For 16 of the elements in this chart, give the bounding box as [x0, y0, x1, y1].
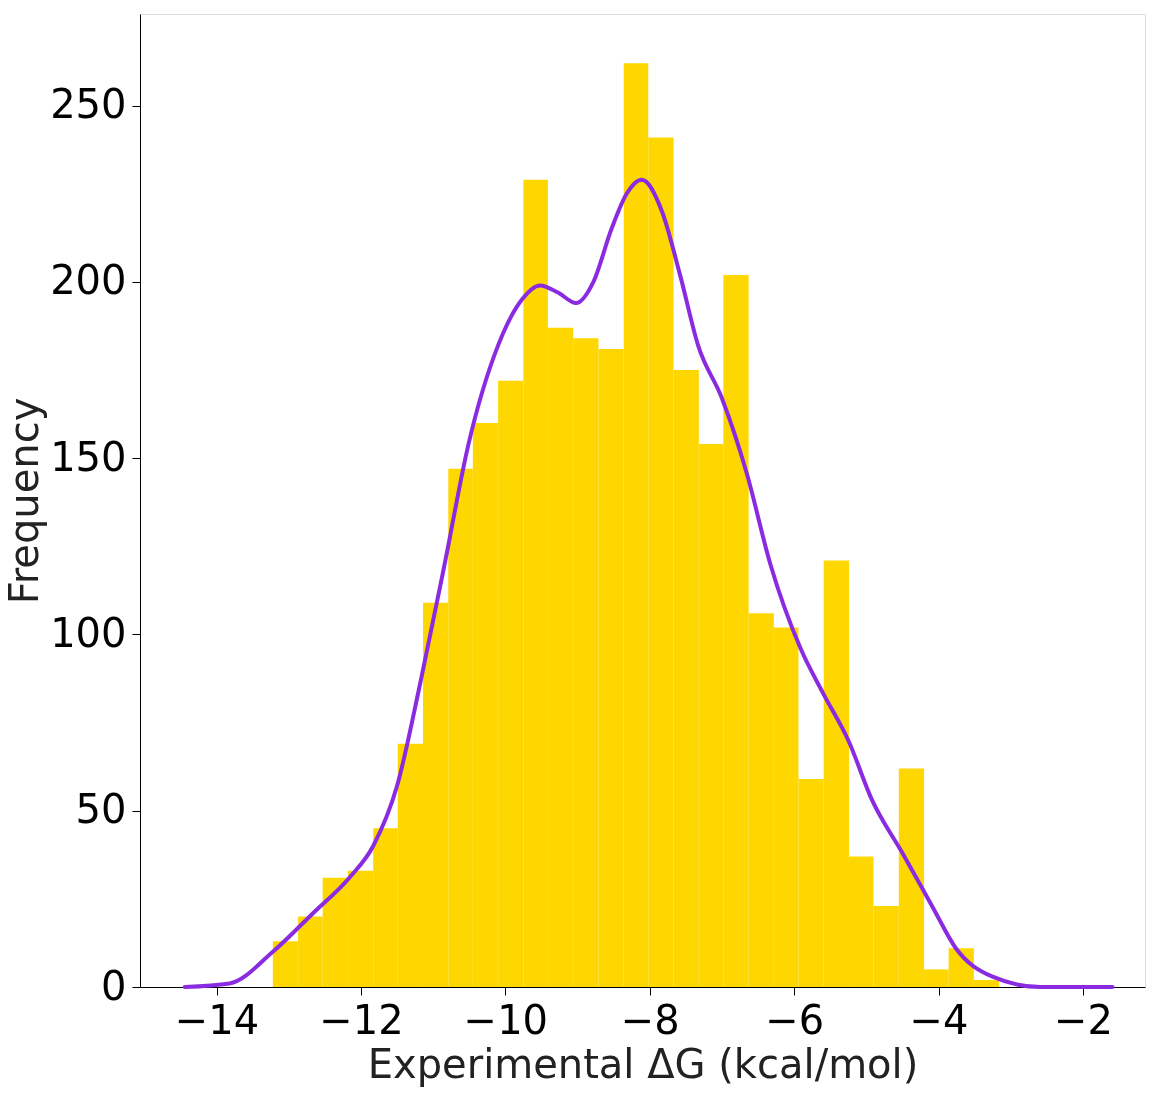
x-axis-title: Experimental ΔG (kcal/mol)	[367, 1040, 919, 1087]
x-tick-label: −8	[620, 996, 680, 1043]
y-tick-label: 50	[75, 786, 127, 833]
x-tick-label: −6	[765, 996, 825, 1043]
x-tick-label: −14	[174, 996, 260, 1043]
y-tick-label: 100	[50, 609, 127, 656]
x-tick-label: −10	[463, 996, 549, 1043]
x-tick-label: −12	[319, 996, 404, 1043]
y-tick-label: 200	[50, 257, 127, 304]
x-tick-label: −2	[1053, 996, 1113, 1043]
line-series	[182, 177, 1115, 989]
y-tick-label: 250	[50, 81, 127, 128]
y-axis-title: Frequency	[1, 397, 48, 605]
x-tick-label: −4	[909, 996, 969, 1043]
y-tick-label: 150	[50, 433, 127, 480]
y-tick-label: 0	[101, 962, 127, 1009]
